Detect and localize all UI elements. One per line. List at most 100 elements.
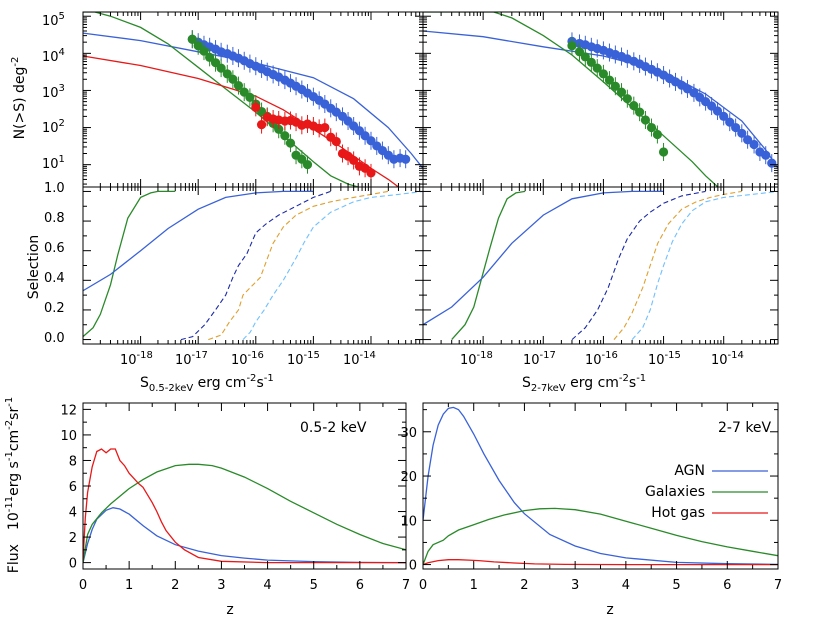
tick-label: 1 xyxy=(125,578,133,593)
legend-label-galaxies: Galaxies xyxy=(645,484,705,500)
tick-label: 4 xyxy=(69,506,77,521)
tick-label: 10 xyxy=(400,514,417,529)
tick-label: 6 xyxy=(356,578,364,593)
data-point-galaxies xyxy=(280,131,290,141)
plot-area xyxy=(83,12,423,187)
xtick-label: 10-14 xyxy=(711,350,744,368)
tick-label: 30 xyxy=(400,426,417,441)
data-point-galaxies xyxy=(610,81,620,91)
series-line-agn xyxy=(423,190,664,326)
xtick-label: 10-14 xyxy=(343,350,376,368)
tick-label: 4 xyxy=(622,578,630,593)
panel-selection-soft xyxy=(82,186,424,345)
data-point-galaxies xyxy=(629,101,639,111)
tick-label: 2 xyxy=(171,578,179,593)
data-point-galaxies xyxy=(199,46,209,56)
tick-label: 4 xyxy=(263,578,271,593)
series-line-galaxies-selection xyxy=(613,190,742,340)
data-point-agn xyxy=(767,158,777,168)
data-point-galaxies xyxy=(586,57,596,67)
data-point-agn xyxy=(737,128,747,138)
tick-label: 3 xyxy=(571,578,579,593)
series-line-agn-selection xyxy=(571,190,706,341)
data-point-galaxies xyxy=(592,63,602,73)
data-point-hot-gas xyxy=(366,168,376,178)
data-point-galaxies xyxy=(245,92,255,102)
data-point-hot-gas xyxy=(320,122,330,133)
ytick-labels-logn: 101 102 103 104 105 xyxy=(42,11,65,172)
plot-area xyxy=(83,190,423,341)
data-point-galaxies xyxy=(635,107,645,117)
data-point-galaxies xyxy=(233,81,244,91)
series-line-hot-gas xyxy=(423,559,778,566)
xtick-label: 10-15 xyxy=(287,350,320,368)
tick-label: 10 xyxy=(60,429,77,444)
data-point-hot-gas xyxy=(349,155,359,166)
ytick-label: 103 xyxy=(42,83,65,101)
series-line-agn xyxy=(423,406,778,566)
series-line-hot-gas-selection xyxy=(242,190,423,340)
axes-frame xyxy=(422,11,779,188)
series-line-galaxies xyxy=(423,507,778,565)
xtick-label: 10-17 xyxy=(175,350,208,368)
data-point-galaxies xyxy=(567,41,577,51)
data-point-agn xyxy=(731,122,741,133)
data-point-galaxies xyxy=(646,122,657,133)
tick-label: 5 xyxy=(310,578,318,593)
xtick-labels-selection-soft: 10-18 10-17 10-16 10-15 10-14 xyxy=(120,350,376,368)
data-point-galaxies xyxy=(598,69,609,79)
axes-frame xyxy=(422,186,779,345)
series-line-agn xyxy=(83,32,423,169)
tick-label: 6 xyxy=(69,480,77,495)
data-point-galaxies xyxy=(622,94,632,104)
tick-label: 12 xyxy=(60,403,77,418)
tick-label: 1 xyxy=(470,578,478,593)
ytick-label: 0.6 xyxy=(44,241,65,256)
ytick-label: 0.0 xyxy=(44,331,65,346)
tick-label: 7 xyxy=(402,578,410,593)
data-point-galaxies xyxy=(274,124,284,134)
series-line-galaxies xyxy=(83,463,406,563)
series-line-agn-selection xyxy=(180,190,331,341)
tick-label: 0 xyxy=(409,559,417,574)
data-point-agn xyxy=(725,117,735,127)
plot-area xyxy=(423,12,778,187)
series-line-galaxies xyxy=(451,190,526,341)
tick-label: 3 xyxy=(217,578,225,593)
xtick-label: 10-15 xyxy=(648,350,681,368)
plot-area xyxy=(423,406,778,566)
plot-area xyxy=(423,190,778,341)
data-point-agn xyxy=(743,135,753,145)
data-point-hot-gas xyxy=(331,136,341,147)
ytick-label: 105 xyxy=(42,11,65,29)
data-point-agn xyxy=(719,111,729,121)
title-flux-soft: 0.5-2 keV xyxy=(300,420,367,436)
data-point-galaxies xyxy=(205,52,215,62)
data-point-galaxies xyxy=(216,63,226,73)
ylabel-logn: N(>S) deg-2 xyxy=(10,57,28,140)
ytick-label: 0.4 xyxy=(44,271,65,286)
series-line-hot-gas-selection xyxy=(631,190,778,340)
tick-label: 2 xyxy=(520,578,528,593)
ytick-label: 102 xyxy=(42,118,65,136)
data-point-agn xyxy=(749,139,759,150)
xtick-labels-selection-hard: 10-18 10-17 10-16 10-15 10-14 xyxy=(460,350,744,368)
tick-label: 0 xyxy=(69,557,77,572)
xtick-label: 10-17 xyxy=(523,350,556,368)
panel-selection-hard xyxy=(422,186,779,345)
data-point-galaxies xyxy=(187,34,197,44)
series-line-hot-gas xyxy=(83,448,406,564)
data-point-galaxies xyxy=(652,129,662,140)
xlabel-z-soft: z xyxy=(226,602,233,618)
data-point-hot-gas xyxy=(251,102,261,112)
tick-label: 20 xyxy=(400,470,417,485)
ytick-label: 104 xyxy=(42,47,65,65)
ylabel-selection: Selection xyxy=(26,235,42,300)
data-point-hot-gas xyxy=(256,120,267,130)
data-point-galaxies xyxy=(604,75,615,85)
data-point-agn xyxy=(401,154,411,164)
tick-label: 0 xyxy=(419,578,427,593)
tick-label: 2 xyxy=(69,531,77,546)
